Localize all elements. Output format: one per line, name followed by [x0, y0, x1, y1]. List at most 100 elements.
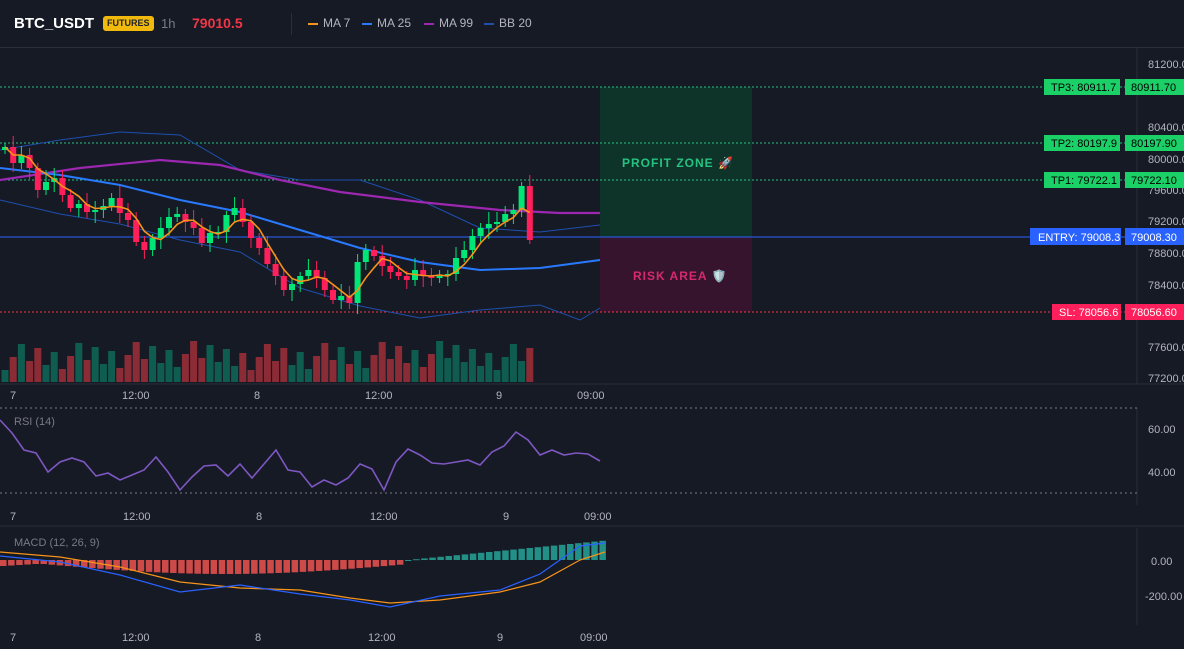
- candle-body: [403, 276, 410, 280]
- macd-hist-bar: [81, 560, 88, 568]
- volume-bar: [321, 343, 329, 382]
- sl-value: 78056.60: [1131, 307, 1177, 319]
- time-label: 8: [254, 390, 260, 402]
- candle-body: [305, 270, 312, 276]
- macd-hist-bar: [218, 560, 226, 574]
- time-label: 9: [497, 632, 503, 644]
- entry-value: 79008.30: [1131, 232, 1177, 244]
- volume-bar: [124, 355, 132, 382]
- volume-bar: [1, 370, 9, 382]
- entry-tag-text: ENTRY: 79008.3: [1038, 232, 1120, 244]
- candle-body: [469, 236, 476, 250]
- volume-bar: [173, 367, 181, 382]
- macd-hist-bar: [461, 554, 469, 560]
- volume-bar: [493, 370, 501, 382]
- time-label: 12:00: [122, 632, 150, 644]
- volume-bar: [280, 348, 288, 382]
- time-label: 7: [10, 511, 16, 523]
- price-tick: 80400.00: [1148, 122, 1184, 134]
- volume-bar: [345, 364, 353, 382]
- tp2-value-box: [1125, 135, 1184, 151]
- legend-ma99[interactable]: MA 99: [424, 16, 473, 30]
- candle-body: [461, 250, 468, 258]
- time-label: 8: [255, 632, 261, 644]
- candle-body: [166, 217, 172, 228]
- macd-hist-bar: [348, 560, 355, 569]
- macd-hist-bar: [291, 560, 299, 573]
- macd-signal-line: [0, 551, 606, 604]
- volume-bar: [58, 369, 66, 382]
- macd-hist-bar: [170, 560, 177, 573]
- price-tick: 77600.00: [1148, 342, 1184, 354]
- volume-bar: [239, 353, 247, 382]
- macd-tick: -200.00: [1145, 591, 1182, 603]
- volume-bar: [313, 356, 321, 382]
- macd-hist-bar: [48, 560, 56, 565]
- macd-hist-bar: [542, 546, 550, 560]
- time-label: 12:00: [123, 511, 151, 523]
- macd-label: MACD (12, 26, 9): [14, 537, 100, 549]
- volume-bar: [140, 359, 148, 382]
- macd-hist-bar: [153, 560, 161, 573]
- candle-body: [108, 198, 115, 206]
- candle-body: [321, 278, 328, 290]
- price-tick: 78400.00: [1148, 280, 1184, 292]
- volume-bar: [386, 359, 394, 382]
- volume-bar: [395, 346, 403, 382]
- tp3-tag-text: TP3: 80911.7: [1051, 82, 1116, 94]
- candle-body: [526, 186, 533, 240]
- macd-hist-bar: [267, 560, 274, 574]
- macd-hist-bar: [477, 552, 485, 560]
- volume-bar: [50, 352, 58, 382]
- legend-bb20[interactable]: BB 20: [484, 16, 532, 30]
- timeframe-selector[interactable]: 1h: [161, 16, 176, 31]
- candle-body: [43, 182, 49, 190]
- candle-body: [223, 215, 230, 232]
- price-axis[interactable]: 81200.0080400.0080000.0079600.0079200.00…: [1148, 59, 1184, 385]
- volume-bar: [509, 344, 517, 382]
- volume-bar: [157, 363, 165, 382]
- volume-bar: [477, 366, 485, 382]
- candle-body: [207, 233, 213, 243]
- futures-badge: FUTURES: [103, 16, 154, 31]
- tp3-tag: [1044, 79, 1120, 95]
- volume-bar: [67, 356, 75, 382]
- time-label: 8: [256, 511, 262, 523]
- volume-bar: [231, 366, 239, 382]
- rsi-tick: 60.00: [1148, 424, 1176, 436]
- macd-hist-bar: [583, 542, 590, 560]
- volume-bar: [518, 361, 526, 382]
- volume-bar: [403, 363, 411, 382]
- macd-hist-bar: [145, 560, 153, 572]
- volume-bar: [411, 350, 419, 382]
- tp2-value: 80197.90: [1131, 138, 1177, 150]
- legend-ma7[interactable]: MA 7: [308, 16, 350, 30]
- symbol-title[interactable]: BTC_USDT: [14, 15, 95, 32]
- candle-body: [330, 290, 336, 300]
- volume-bar: [370, 355, 378, 382]
- bb-upper-line: [0, 131, 601, 233]
- legend-bb20-label: BB 20: [499, 16, 532, 30]
- volume-bar: [75, 343, 83, 382]
- volume-bar: [263, 344, 271, 382]
- volume-bar: [427, 354, 435, 382]
- volume-bar: [337, 347, 345, 382]
- time-label: 12:00: [365, 390, 393, 402]
- time-label: 9: [503, 511, 509, 523]
- volume-bar: [272, 361, 280, 382]
- candle-body: [395, 272, 402, 276]
- candle-body: [297, 276, 304, 284]
- macd-hist-bar: [550, 545, 558, 560]
- time-label: 09:00: [584, 511, 612, 523]
- macd-hist-bar: [299, 560, 307, 572]
- legend-ma25-label: MA 25: [377, 16, 412, 30]
- time-label: 7: [10, 390, 16, 402]
- time-label: 12:00: [370, 511, 398, 523]
- volume-bar: [255, 357, 263, 382]
- main-time-axis[interactable]: 7 12:00 8 12:00 9 09:00: [10, 390, 605, 402]
- legend-ma25[interactable]: MA 25: [362, 16, 411, 30]
- legend-ma99-label: MA 99: [439, 16, 474, 30]
- candle-body: [26, 155, 33, 168]
- rsi-label: RSI (14): [14, 416, 55, 428]
